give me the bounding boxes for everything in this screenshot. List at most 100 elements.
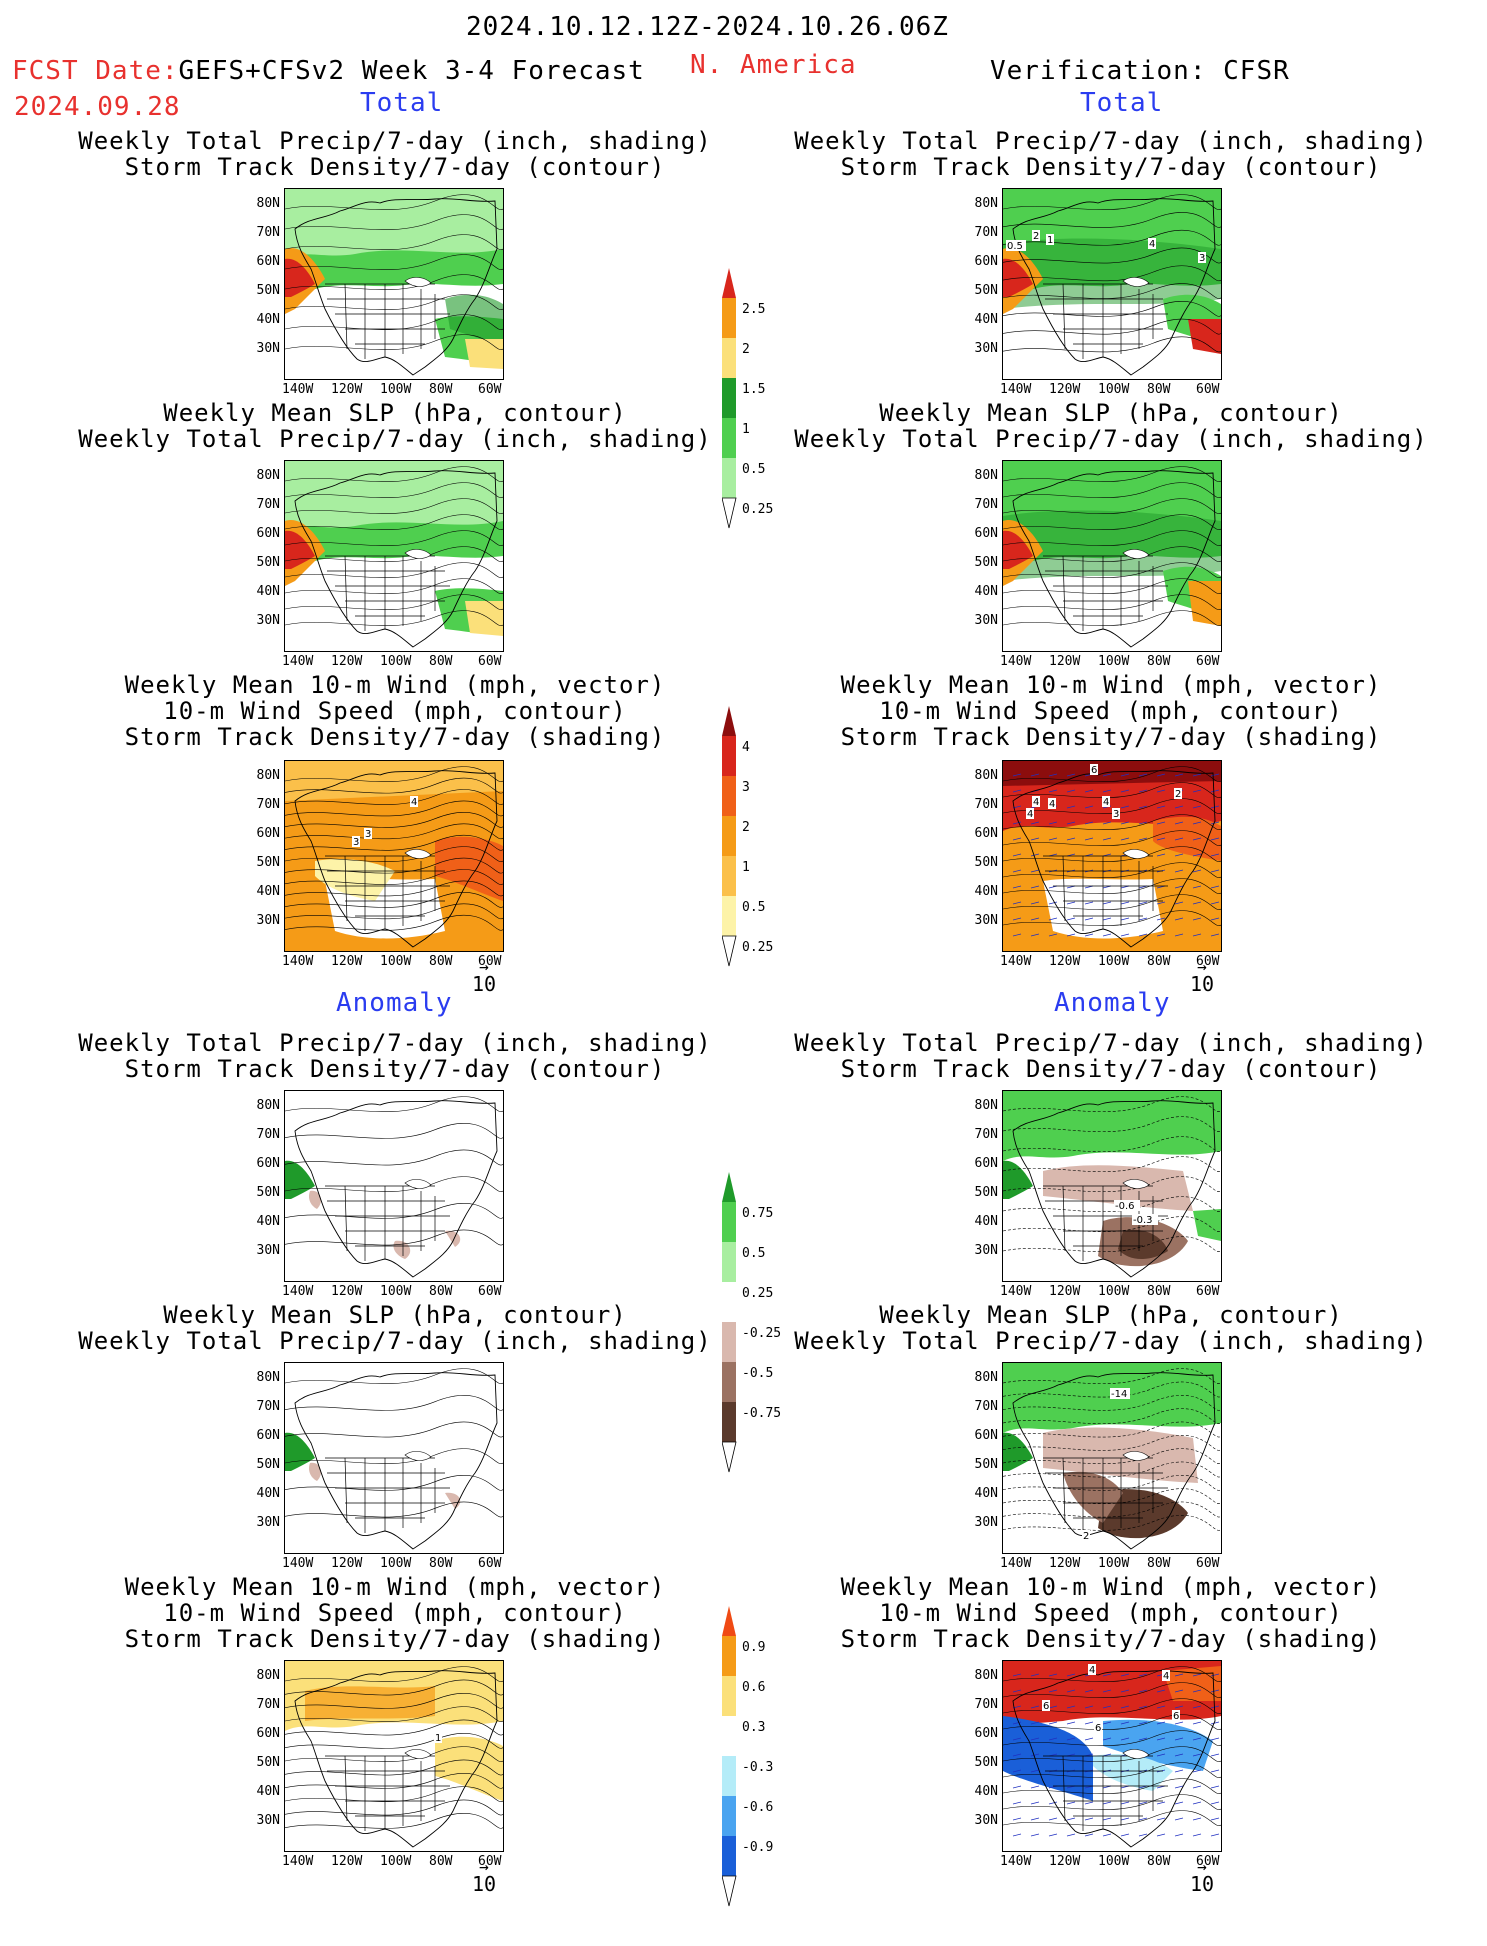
contour-line	[285, 610, 503, 626]
contour-line	[285, 466, 503, 482]
wind-vector	[1210, 917, 1220, 921]
colorbar-label: -0.75	[742, 1406, 782, 1421]
panel-title-anom-precip-left: Weekly Total Precip/7-day (inch, shading…	[35, 1030, 755, 1082]
lon-tick-label: 120W	[331, 382, 363, 397]
wind-vector	[1030, 837, 1040, 841]
wind-vector	[1120, 901, 1130, 905]
title-line: 10-m Wind Speed (mph, contour)	[163, 697, 627, 725]
lat-tick-label: 30N	[256, 1243, 280, 1258]
map-total-slp-verification	[1002, 460, 1222, 652]
contour-label-bg	[1090, 764, 1098, 775]
title-line: 10-m Wind Speed (mph, contour)	[879, 697, 1343, 725]
lat-tick-label: 60N	[256, 1428, 280, 1443]
lon-tick-label: 140W	[282, 654, 314, 669]
contour-line	[1003, 1196, 1221, 1212]
contour-line	[285, 194, 503, 210]
panel-title-total-wind-right: Weekly Mean 10-m Wind (mph, vector) 10-m …	[751, 672, 1471, 750]
wind-vector	[1156, 853, 1166, 857]
contour-label: 2	[1175, 789, 1181, 800]
lat-tick-label: 80N	[256, 768, 280, 783]
contour-label-bg	[1048, 798, 1056, 809]
wind-vector	[1012, 1801, 1022, 1805]
section-anomaly-left: Anomaly	[336, 988, 453, 1018]
wind-vector	[1192, 901, 1202, 905]
section-anomaly-right: Anomaly	[1054, 988, 1171, 1018]
wind-vector	[1084, 901, 1094, 905]
colorbar-swatch	[722, 856, 736, 896]
contour-line	[285, 530, 503, 546]
coastline	[1012, 1372, 1216, 1550]
contour-line	[285, 1395, 503, 1411]
colorbar-label: 0.5	[742, 1246, 766, 1261]
lon-tick-label: 120W	[331, 1854, 363, 1869]
colorbar-label: 2.5	[742, 302, 766, 317]
state-border	[1062, 555, 1066, 622]
lat-tick-label: 60N	[256, 826, 280, 841]
contour-line	[1003, 318, 1221, 335]
contour-label: 3	[1199, 253, 1205, 264]
lat-tick-label: 40N	[974, 1214, 998, 1229]
contour-label-bg	[1046, 234, 1054, 245]
wind-vector	[1120, 837, 1130, 841]
wind-vector	[1120, 917, 1130, 921]
fcst-date-label: FCST Date:	[12, 56, 179, 86]
wind-vector	[1048, 933, 1058, 937]
lon-tick-label: 100W	[380, 1854, 412, 1869]
wind-vector	[1066, 821, 1076, 825]
panel-title-anom-slp-right: Weekly Mean SLP (hPa, contour) Weekly Tot…	[751, 1302, 1471, 1354]
state-border	[344, 855, 348, 922]
colorbar-swatch	[722, 458, 736, 498]
lon-tick-label: 120W	[331, 654, 363, 669]
wind-vector	[1192, 1705, 1202, 1709]
lat-tick-label: 70N	[974, 225, 998, 240]
wind-vector	[1156, 1833, 1166, 1837]
contour-line	[1003, 1488, 1221, 1504]
contour-line	[285, 1679, 503, 1696]
wind-vector	[1192, 821, 1202, 825]
wind-vector	[1156, 1753, 1166, 1757]
colorbar-label: 0.25	[742, 1286, 774, 1301]
wind-vector	[1030, 1721, 1040, 1725]
contour-line	[1003, 336, 1221, 353]
contour-line	[1003, 1136, 1221, 1152]
contour-line	[1003, 1156, 1221, 1172]
title-line: Weekly Mean 10-m Wind (mph, vector)	[124, 671, 666, 699]
lat-tick-label: 40N	[256, 1784, 280, 1799]
wind-vector	[1174, 773, 1184, 777]
wind-vector	[1174, 821, 1184, 825]
lat-tick-label: 40N	[974, 1784, 998, 1799]
contour-line	[1003, 894, 1221, 910]
wind-vector	[1048, 1689, 1058, 1693]
lon-tick-label: 140W	[282, 382, 314, 397]
contour-line	[285, 789, 503, 805]
wind-vector	[1210, 1673, 1220, 1677]
vector-ref-value: 10	[471, 1872, 497, 1896]
colorbar-swatch	[722, 776, 736, 816]
shading-region	[1103, 1719, 1213, 1771]
lon-tick-label: 100W	[1098, 654, 1130, 669]
contour-line	[1003, 610, 1221, 626]
shading-region	[285, 189, 503, 259]
colorbar-label: 0.3	[742, 1720, 766, 1735]
wind-vector	[1012, 1689, 1022, 1693]
map-canvas	[285, 189, 503, 376]
colorbar-swatch	[722, 1202, 736, 1242]
lat-tick-label: 40N	[256, 312, 280, 327]
wind-vector	[1048, 1673, 1058, 1677]
shading-region	[1003, 1091, 1221, 1161]
contour-label-bg	[1132, 1214, 1158, 1225]
lon-tick-label: 100W	[1098, 1284, 1130, 1299]
lat-tick-label: 70N	[256, 1697, 280, 1712]
wind-vector	[1138, 901, 1148, 905]
map-canvas: 1	[285, 1661, 503, 1848]
wind-vector	[1012, 1769, 1022, 1773]
shading-region	[1003, 761, 1221, 786]
lat-tick-label: 60N	[256, 254, 280, 269]
colorbar-top-arrow	[722, 706, 736, 736]
wind-vector	[1210, 789, 1220, 793]
panel-title-total-wind-left: Weekly Mean 10-m Wind (mph, vector) 10-m …	[35, 672, 755, 750]
wind-vector	[1192, 1817, 1202, 1821]
colorbar-swatch	[722, 378, 736, 418]
contour-line	[285, 578, 503, 594]
